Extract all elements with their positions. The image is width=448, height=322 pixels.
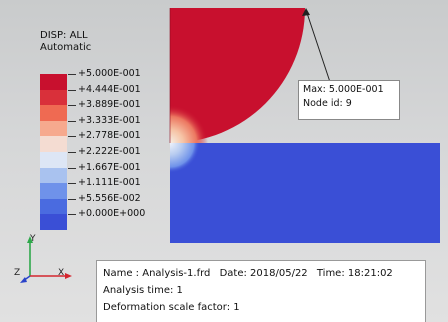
lower-block[interactable] bbox=[170, 143, 440, 243]
legend-label: +1.111E-001 bbox=[78, 177, 141, 189]
legend-swatch bbox=[40, 74, 67, 90]
callout-leader-line bbox=[305, 9, 331, 83]
legend-tick bbox=[68, 152, 76, 153]
callout-node-id: Node id: 9 bbox=[303, 98, 352, 109]
info-analysis-time: Analysis time: 1 bbox=[103, 285, 183, 296]
info-deformation-scale: Deformation scale factor: 1 bbox=[103, 302, 240, 313]
info-name: Name : Analysis-1.frd bbox=[103, 268, 211, 279]
legend-tick bbox=[68, 198, 76, 200]
legend-label: +5.556E-002 bbox=[78, 192, 141, 204]
legend-tick bbox=[68, 89, 76, 91]
legend-swatch bbox=[40, 214, 67, 230]
triad-x-label: X bbox=[58, 268, 65, 278]
axis-triad bbox=[20, 236, 72, 283]
legend-label: +2.778E-001 bbox=[78, 130, 141, 142]
legend-tick bbox=[68, 136, 76, 138]
info-time: Time: 18:21:02 bbox=[316, 268, 393, 279]
legend-tick bbox=[68, 74, 76, 75]
legend-swatch bbox=[40, 151, 67, 168]
legend-label: +0.000E+000 bbox=[78, 208, 146, 220]
callout-max-value: Max: 5.000E-001 bbox=[303, 84, 384, 95]
legend-tick bbox=[68, 183, 76, 185]
analysis-info-box: Name : Analysis-1.frd Date: 2018/05/22 T… bbox=[96, 260, 426, 322]
legend-color-bar bbox=[40, 74, 67, 230]
legend-swatch bbox=[40, 105, 67, 121]
triad-y-label: Y bbox=[30, 234, 36, 244]
upper-quarter-disk[interactable] bbox=[170, 8, 305, 143]
legend-swatch bbox=[40, 136, 67, 152]
legend-swatch bbox=[40, 120, 67, 137]
callout-arrowhead bbox=[302, 8, 310, 16]
legend-tick bbox=[68, 120, 76, 122]
legend-label: +1.667E-001 bbox=[78, 161, 141, 173]
legend-tick bbox=[68, 214, 76, 216]
legend-swatch bbox=[40, 183, 67, 199]
legend-tick bbox=[68, 105, 76, 107]
legend-swatch bbox=[40, 89, 67, 106]
legend-label: +3.333E-001 bbox=[78, 114, 141, 126]
max-value-callout: Max: 5.000E-001 Node id: 9 bbox=[298, 80, 400, 120]
info-row-header: Name : Analysis-1.frd Date: 2018/05/22 T… bbox=[103, 265, 419, 282]
legend-label: +5.000E-001 bbox=[78, 68, 141, 79]
legend-swatch bbox=[40, 198, 67, 215]
legend-label: +4.444E-001 bbox=[78, 83, 141, 95]
lower-block-contact-gradient bbox=[170, 143, 202, 175]
legend-title: DISP: ALL bbox=[40, 30, 88, 41]
legend-label: +3.889E-001 bbox=[78, 99, 141, 111]
legend-tick bbox=[68, 167, 76, 169]
triad-z-label: Z bbox=[14, 268, 21, 278]
legend-subtitle: Automatic bbox=[40, 42, 92, 53]
info-date: Date: 2018/05/22 bbox=[219, 268, 308, 279]
upper-disk-contact-gradient bbox=[170, 105, 208, 143]
legend-swatch bbox=[40, 167, 67, 184]
legend-label: +2.222E-001 bbox=[78, 146, 141, 157]
